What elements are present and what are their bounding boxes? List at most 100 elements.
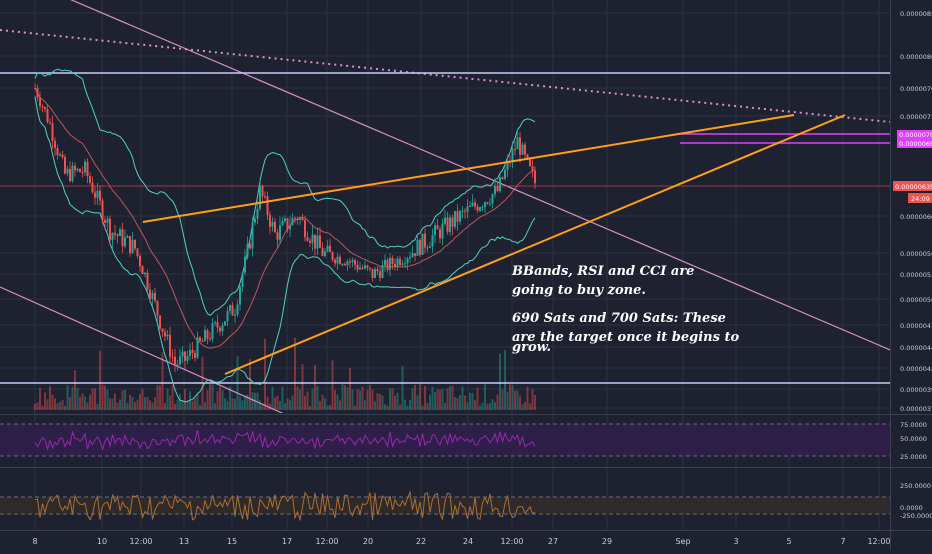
price-tick-label: 0.00000760 [900, 85, 932, 93]
volume-bar [104, 385, 106, 410]
x-tick-label: 27 [548, 537, 558, 546]
volume-bar [229, 386, 231, 410]
candle [511, 141, 514, 169]
volume-bar [529, 403, 531, 410]
volume-bar [486, 403, 489, 410]
candle [261, 184, 264, 203]
cci-tick-label: 0.0000 [900, 504, 923, 512]
candle [234, 308, 236, 323]
cci-panel [0, 490, 890, 522]
price-overlays [0, 0, 890, 413]
volume-bar [276, 395, 279, 410]
price-tick-label: 0.00000720 [900, 113, 932, 121]
candle [71, 161, 74, 183]
volume-bar [404, 399, 406, 410]
volume-bar [214, 403, 216, 410]
volume-bar [134, 401, 136, 410]
candle [364, 260, 366, 270]
volume-bar [314, 364, 316, 410]
volume-bar [156, 385, 159, 410]
volume-bar [504, 350, 506, 410]
target-label-bg [897, 139, 932, 148]
candle [49, 118, 51, 125]
volume-bar [449, 386, 451, 410]
volume-bar [376, 393, 379, 410]
volume-bar [281, 386, 284, 410]
volume-bar [421, 405, 424, 410]
volume-bar [294, 337, 296, 410]
pink-diagonal-lower [0, 286, 284, 413]
volume-bar [451, 385, 454, 410]
volume-bar [146, 396, 149, 410]
volume-bar [34, 403, 36, 410]
volume-bar [39, 388, 41, 410]
volume-bar [166, 388, 169, 410]
candle [379, 265, 381, 282]
candle [231, 301, 234, 316]
candle [181, 346, 184, 364]
volume-bar [79, 396, 81, 410]
volume-bar [191, 400, 194, 410]
candle [384, 254, 386, 272]
bollinger-bands [34, 68, 536, 403]
candle [501, 176, 504, 180]
candles [34, 83, 536, 373]
volume-bar [64, 405, 66, 410]
candle [184, 350, 186, 369]
volume-bar [341, 384, 344, 410]
volume-bar [116, 402, 119, 410]
volume-bar [351, 389, 354, 410]
candle [439, 226, 441, 244]
candle [146, 269, 149, 293]
price-tick-label: 0.00000530 [900, 271, 932, 279]
candle [449, 214, 451, 236]
candle [46, 104, 49, 124]
candle [174, 348, 176, 373]
volume-bar [41, 405, 44, 410]
candle [79, 168, 81, 173]
volume-bar [526, 386, 529, 410]
volume-bar [124, 389, 126, 410]
candle [341, 263, 344, 267]
countdown-label-bg [908, 193, 932, 203]
volume-bar [199, 405, 201, 410]
volume-bar [444, 403, 446, 410]
candle [164, 328, 166, 342]
candle [94, 186, 96, 205]
volume-bar [499, 353, 501, 410]
candle [204, 325, 206, 342]
volume-bar [364, 400, 366, 410]
volume-bar [286, 398, 289, 410]
candle [441, 218, 444, 246]
volume-bar [74, 370, 76, 410]
candle [349, 257, 351, 269]
candle [179, 348, 181, 369]
volume-bar [159, 385, 161, 410]
volume-bar [209, 384, 211, 410]
candle [44, 106, 46, 113]
candle [286, 217, 289, 233]
volume-bar [261, 403, 264, 410]
candle [74, 162, 76, 177]
candle [284, 215, 286, 224]
candle [124, 229, 126, 249]
candle [91, 176, 94, 194]
x-tick-label: 5 [786, 537, 791, 546]
candle [386, 257, 389, 273]
volume-bar [309, 405, 311, 410]
candle [489, 198, 491, 207]
candle [334, 257, 336, 267]
volume-bar [251, 392, 254, 410]
volume-bar [436, 388, 439, 410]
candle [274, 218, 276, 234]
volume-bar [264, 338, 266, 410]
volume-bar [481, 402, 484, 410]
rsi-tick-label: 25.0000 [900, 453, 927, 461]
candle [221, 321, 224, 336]
annotation-text: BBands, RSI and CCI are going to buy zon… [511, 264, 739, 355]
volume-bar [336, 394, 339, 410]
candle [481, 204, 484, 212]
volume-bar [114, 393, 116, 410]
candle [314, 234, 316, 256]
